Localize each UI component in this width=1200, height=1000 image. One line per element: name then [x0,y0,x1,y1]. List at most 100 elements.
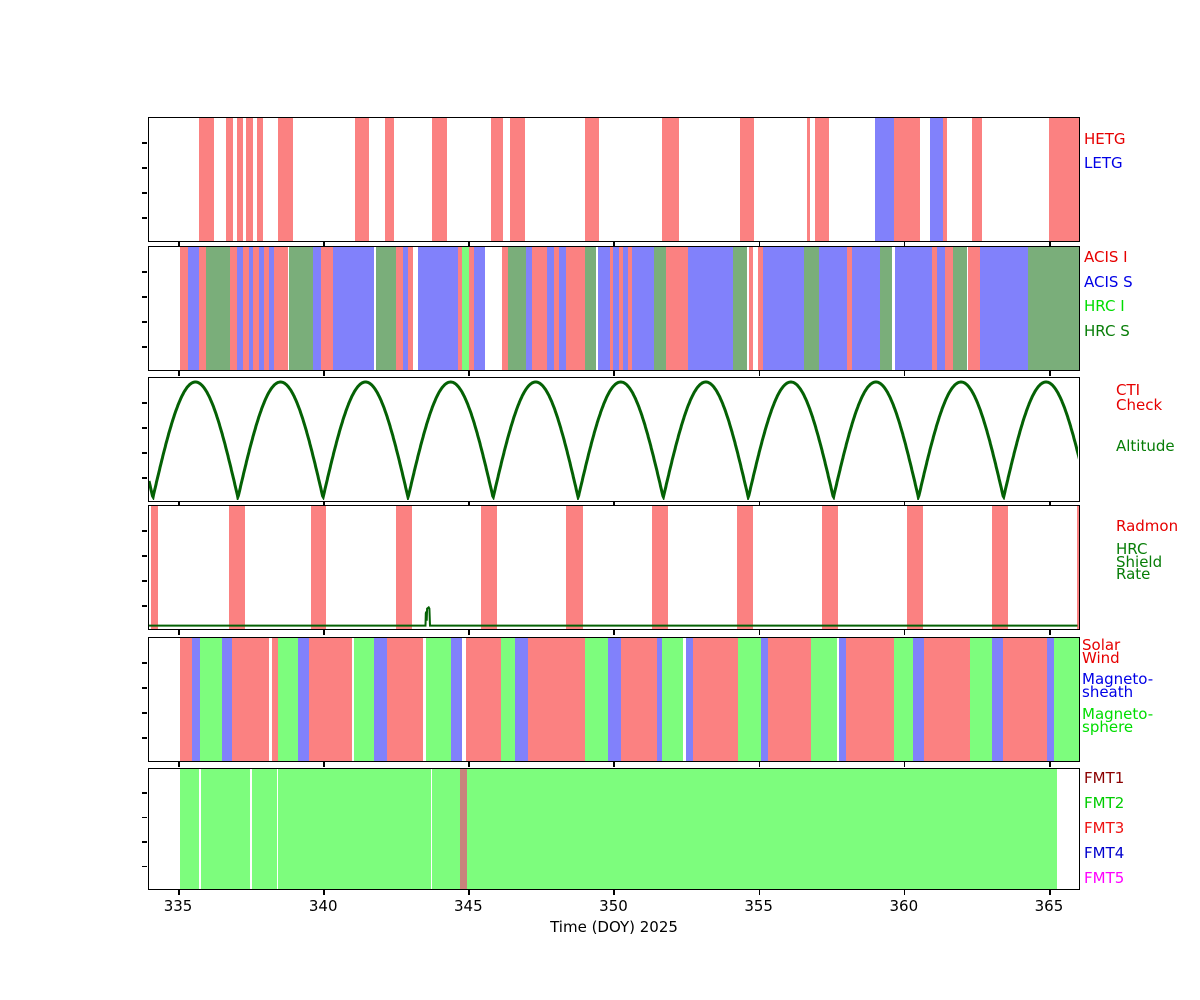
x-tick [758,242,761,247]
instruments-band-sage [375,247,397,370]
x-tick [178,502,180,507]
legend-cti-check: CTI Check [1116,381,1163,414]
altitude-curve [149,380,1078,500]
instruments-band-blue [312,247,322,370]
y-tick [142,346,147,348]
instruments-band-sage [879,247,892,370]
x-tick [178,371,180,376]
legend-solar-wind: Solar Wind [1082,636,1121,667]
legend-magnetosheath: Magneto- sheath [1082,670,1154,701]
legend-acis-s: ACIS S [1084,273,1133,291]
radmon-band-red [991,506,1008,629]
y-tick [142,792,147,794]
gratings-band-red [385,118,394,241]
x-tick [758,762,761,767]
y-tick [142,662,147,664]
x-axis-title: Time (DOY) 2025 [550,918,678,936]
solar-wind-region-band-red [271,638,278,761]
radmon-band-red [228,506,246,629]
legend-hrc-shield-rate: HRC Shield Rate [1116,540,1163,583]
instruments-band-sage [803,247,819,370]
x-tick [178,630,180,635]
y-tick [142,192,147,194]
x-tick [903,890,906,895]
solar-wind-region-band-red [845,638,895,761]
instruments-band-blue [546,247,555,370]
instruments-band-red [967,247,980,370]
solar-wind-region-band-red [527,638,585,761]
solar-wind-region-band-blue [686,638,694,761]
instruments-band-blue [474,247,486,370]
x-tick [323,630,325,635]
panel-radmon [148,505,1080,630]
x-tick [323,890,325,895]
y-tick [142,296,147,298]
x-tick [903,371,906,376]
instruments-band-red [749,247,754,370]
legend-fmt3: FMT3 [1084,819,1125,837]
solar-wind-region-band-lime [811,638,837,761]
legend-fmt1: FMT1 [1084,769,1125,787]
instruments-band-blue [936,247,945,370]
solar-wind-region-band-lime [354,638,375,761]
x-tick-label: 340 [308,897,338,915]
x-tick [468,502,470,507]
solar-wind-region-band-red [179,638,192,761]
solar-wind-region-band-blue [991,638,1003,761]
legend-fmt5: FMT5 [1084,869,1125,887]
solar-wind-region-band-red [924,638,970,761]
instruments-band-red [180,247,188,370]
instruments-band-red [501,247,508,370]
legend-hetg: HETG [1084,130,1126,148]
x-tick [323,762,325,767]
panel-solar-wind-region [148,637,1080,762]
instruments-band-blue [894,247,932,370]
radmon-band-red [821,506,838,629]
radmon-band-red [736,506,753,629]
instruments-band-blue [402,247,409,370]
y-tick [142,865,147,868]
instruments-band-red [931,247,937,370]
gratings-band-red [739,118,754,241]
y-tick [142,737,147,739]
solar-wind-region-band-blue [515,638,528,761]
x-tick [1048,371,1051,376]
gratings-band-red [942,118,948,241]
instruments-band-red [242,247,249,370]
solar-wind-region-band-lime [426,638,452,761]
instruments-band-blue [259,247,264,370]
x-tick [468,371,470,376]
instruments-band-blue [818,247,847,370]
instruments-band-red [408,247,413,370]
gratings-band-red [490,118,503,241]
instruments-band-red [457,247,462,370]
instruments-band-blue [632,247,654,370]
panel-telemetry-format [148,768,1080,890]
instruments-band-red [758,247,764,370]
x-tick-label: 350 [599,897,628,915]
solar-wind-region-band-red [621,638,657,761]
gratings-band-red [585,118,599,241]
y-tick [142,555,147,557]
instruments-band-red [469,247,475,370]
legend-acis-i: ACIS I [1084,248,1128,266]
solar-wind-region-band-blue [839,638,846,761]
solar-wind-region-band-red [309,638,353,761]
solar-wind-region-band-red [693,638,739,761]
x-tick-label: 335 [163,897,193,915]
y-tick [142,167,147,169]
solar-wind-region-band-lime [584,638,609,761]
radmon-band-red [906,506,923,629]
instruments-band-red [619,247,624,370]
gratings-band-red [1049,118,1079,241]
telemetry-format-band-lime [278,769,431,889]
legend-radmon: Radmon [1116,517,1179,535]
legend-magnetosphere: Magneto- sphere [1082,705,1154,736]
instruments-band-sage [653,247,667,370]
y-tick [142,271,147,273]
y-tick [142,142,147,144]
instruments-band-blue [248,247,254,370]
solar-wind-region-band-lime [738,638,762,761]
gratings-band-red [814,118,829,241]
